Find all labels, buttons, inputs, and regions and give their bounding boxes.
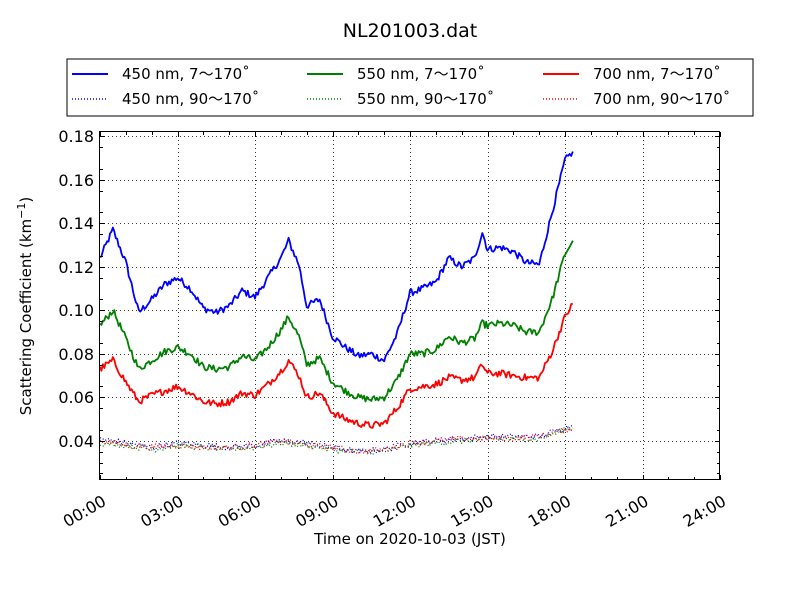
legend-label-0: 450 nm, 7～170˚ [122,65,250,83]
series-line-0 [99,151,574,363]
series-line-2 [99,302,573,429]
y-axis-label: Scattering Coefficient (km−1) [15,197,35,416]
series-layer [99,151,574,456]
legend-label-1: 550 nm, 7～170˚ [357,65,485,83]
x-tick-label: 12:00 [370,491,419,531]
x-tick-label: 18:00 [525,491,574,531]
y-tick-label: 0.14 [58,214,94,233]
chart-title: NL201003.dat [343,20,478,42]
plot-frame [99,131,720,480]
y-axis-label-main: Scattering Coefficient (km [17,219,35,415]
y-tick-label: 0.04 [58,432,94,451]
x-axis-label: Time on 2020-10-03 (JST) [313,530,506,548]
x-tick-label: 09:00 [292,491,341,531]
legend-label-2: 700 nm, 7～170˚ [593,65,721,83]
x-tick-label: 06:00 [215,491,264,531]
legend-frame [66,58,754,117]
y-tick-label: 0.08 [58,345,94,364]
y-tick-label: 0.06 [58,388,94,407]
y-axis-label-superscript: −1 [15,203,28,219]
series-line-1 [99,240,574,403]
y-tick-label: 0.16 [58,171,94,190]
grid [100,132,720,480]
x-tick-label: 00:00 [60,491,109,531]
legend-label-5: 700 nm, 90～170˚ [593,90,730,108]
legend-label-4: 550 nm, 90～170˚ [357,90,494,108]
x-tick-label: 03:00 [137,491,186,531]
y-axis-label-close: ) [17,197,35,203]
x-tick-label: 21:00 [602,491,651,531]
legend-label-3: 450 nm, 90～170˚ [122,90,259,108]
legend: 450 nm, 7～170˚ 550 nm, 7～170˚ 700 nm, 7～17… [66,58,754,117]
y-tick-label: 0.12 [58,258,94,277]
y-axis: 0.04 0.06 0.08 0.10 0.12 0.14 0.16 0.18 [58,127,720,474]
y-tick-label: 0.10 [58,301,94,320]
series-line-5 [99,426,574,455]
x-tick-label: 15:00 [447,491,496,531]
x-tick-label: 24:00 [680,491,729,531]
y-tick-label: 0.18 [58,127,94,146]
x-axis: 00:00 03:00 06:00 09:00 12:00 15:00 18:00 21:00… [60,132,729,531]
